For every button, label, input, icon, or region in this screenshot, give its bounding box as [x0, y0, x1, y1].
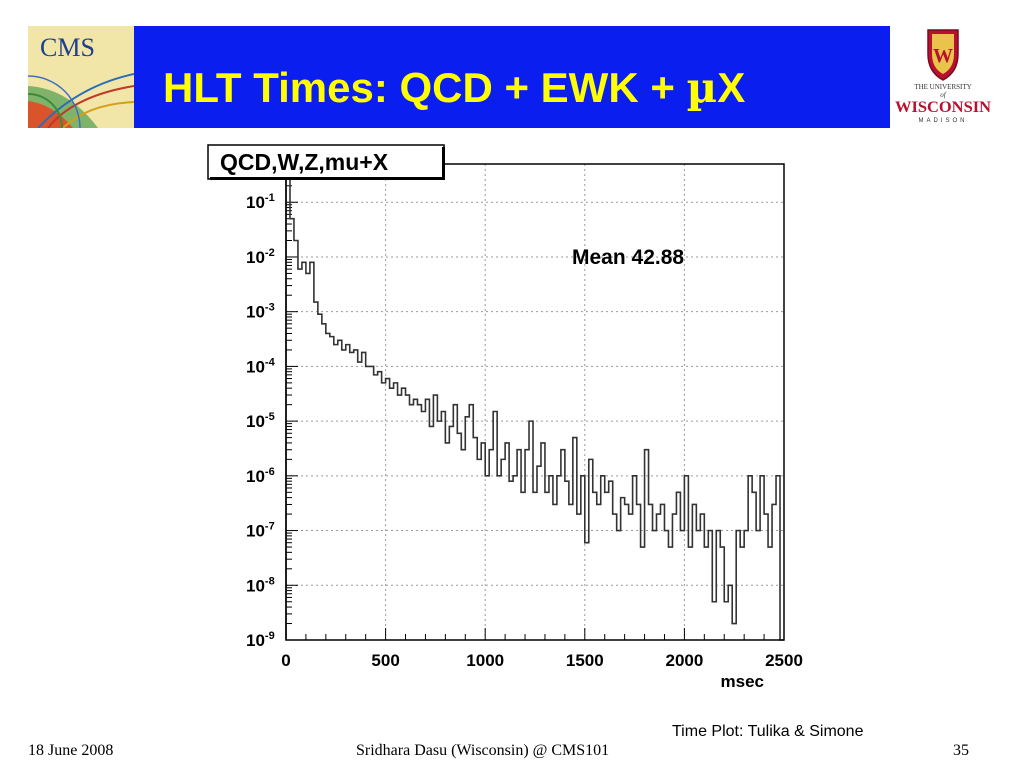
x-tick-label: 0	[281, 651, 290, 670]
histogram-line	[285, 175, 784, 641]
plot-credit: Time Plot: Tulika & Simone	[672, 723, 864, 740]
y-tick-label: 10-9	[246, 630, 275, 650]
x-axis-label: msec	[721, 672, 764, 691]
footer-author: Sridhara Dasu (Wisconsin) @ CMS101	[356, 742, 610, 759]
footer-date: 18 June 2008	[28, 742, 114, 759]
x-tick-label: 1500	[566, 651, 604, 670]
footer-page-number: 35	[953, 742, 969, 759]
uw-crest-graphic: W THE UNIVERSITY of WISCONSIN MADISON	[895, 29, 991, 124]
uw-line3: MADISON	[918, 118, 967, 124]
cms-logo-text: CMS	[40, 33, 95, 62]
uw-line1: THE UNIVERSITY	[914, 83, 971, 91]
y-tick-label: 10-7	[246, 521, 275, 541]
slide-title: HLT Times: QCD + EWK + µX	[163, 63, 746, 112]
mu-symbol: µ	[686, 63, 718, 112]
x-tick-label: 2000	[665, 651, 703, 670]
cms-logo-graphic: CMS	[28, 26, 134, 128]
uw-name: WISCONSIN	[895, 99, 991, 116]
grid-layer	[286, 164, 784, 641]
y-tick-label: 10-8	[246, 575, 275, 595]
y-tick-label: 10-6	[246, 466, 275, 486]
plot-frame	[285, 163, 785, 641]
y-tick-label: 10-4	[246, 356, 276, 376]
uw-line2: of	[940, 91, 947, 99]
cms-logo: CMS	[28, 26, 134, 128]
y-tick-label: 10-3	[246, 302, 275, 322]
chart-title-box: QCD,W,Z,mu+X	[207, 144, 445, 180]
x-tick-label: 2500	[765, 651, 803, 670]
chart-svg: 0 500 1000 1500 2000 2500 10-110-210-310-410-…	[207, 144, 803, 691]
timing-histogram-chart: 0 500 1000 1500 2000 2500 10-1 10-2 10-3 10-4 10-…	[200, 136, 820, 696]
svg-text:W: W	[933, 45, 953, 67]
x-tick-layer: 0 500 1000 1500 2000 2500	[281, 628, 803, 670]
y-tick-label: 10-5	[246, 411, 275, 431]
x-tick-label: 1000	[466, 651, 504, 670]
mean-annotation: Mean 42.88	[572, 246, 684, 269]
uw-madison-logo: W THE UNIVERSITY of WISCONSIN MADISON	[890, 26, 996, 128]
y-tick-label: 10-1	[246, 192, 275, 212]
x-tick-label: 500	[371, 651, 399, 670]
y-tick-label: 10-2	[246, 247, 275, 267]
header-bar	[28, 26, 996, 128]
chart-title: QCD,W,Z,mu+X	[220, 149, 389, 175]
y-tick-layer: 10-1 10-2 10-3 10-4 10-5 10-6 10-7 10-8 10-9	[246, 168, 298, 650]
